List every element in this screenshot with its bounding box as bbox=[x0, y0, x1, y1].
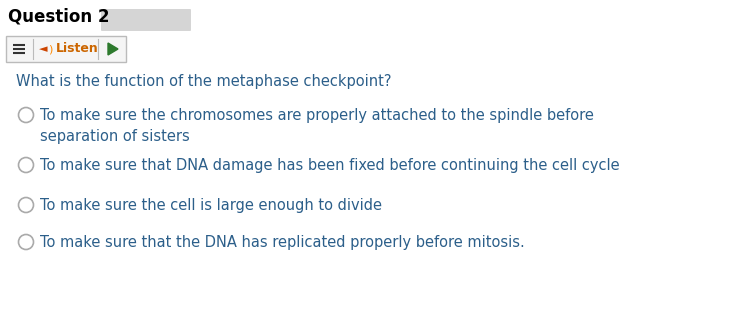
Text: What is the function of the metaphase checkpoint?: What is the function of the metaphase ch… bbox=[16, 74, 392, 89]
Text: To make sure the cell is large enough to divide: To make sure the cell is large enough to… bbox=[40, 198, 382, 213]
Text: ): ) bbox=[48, 44, 53, 54]
Text: Listen: Listen bbox=[56, 43, 99, 55]
FancyBboxPatch shape bbox=[6, 36, 126, 62]
Text: ◄: ◄ bbox=[39, 44, 47, 54]
Circle shape bbox=[19, 108, 34, 123]
FancyBboxPatch shape bbox=[101, 9, 191, 31]
Circle shape bbox=[19, 197, 34, 212]
Polygon shape bbox=[108, 43, 118, 55]
Text: Question 2: Question 2 bbox=[8, 8, 110, 26]
Text: To make sure that the DNA has replicated properly before mitosis.: To make sure that the DNA has replicated… bbox=[40, 235, 525, 250]
Circle shape bbox=[19, 157, 34, 172]
Circle shape bbox=[19, 235, 34, 250]
Text: To make sure the chromosomes are properly attached to the spindle before
separat: To make sure the chromosomes are properl… bbox=[40, 108, 594, 144]
Text: To make sure that DNA damage has been fixed before continuing the cell cycle: To make sure that DNA damage has been fi… bbox=[40, 158, 620, 173]
